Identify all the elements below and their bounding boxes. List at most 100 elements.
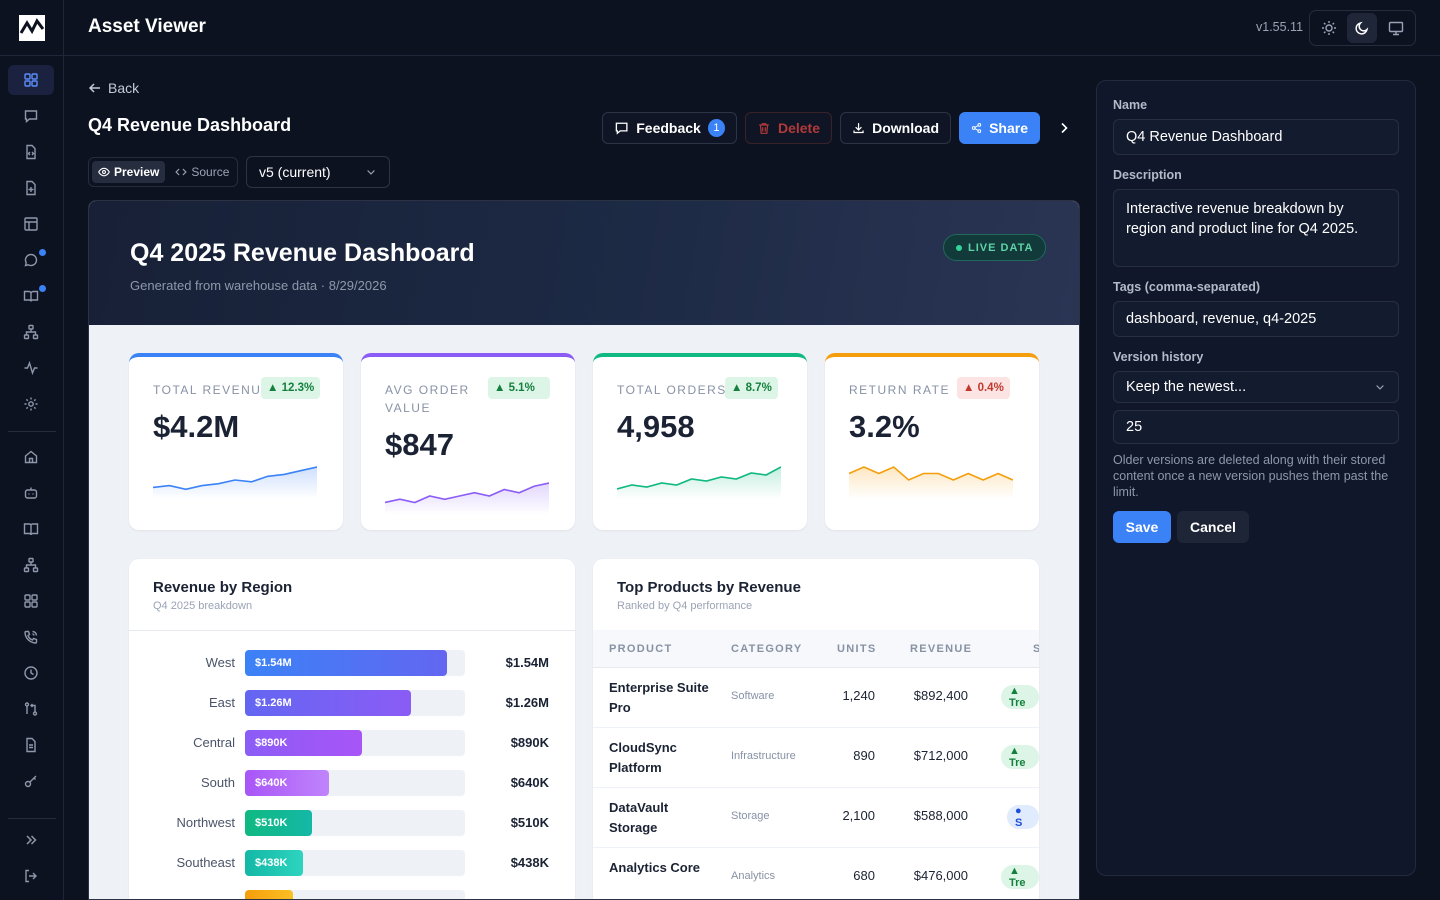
toggle-panel-button[interactable] bbox=[1056, 120, 1072, 141]
sidebar-divider bbox=[8, 431, 56, 432]
bot-icon bbox=[24, 487, 38, 499]
top-products-card: Top Products by Revenue Ranked by Q4 per… bbox=[593, 559, 1039, 899]
region-name: East bbox=[208, 695, 235, 710]
download-button[interactable]: Download bbox=[840, 112, 951, 144]
table-row[interactable]: CloudSync Platform Infrastructure 890 $712,… bbox=[593, 728, 1039, 788]
product-revenue: $712,000 bbox=[913, 748, 968, 763]
sidebar-item-calls[interactable] bbox=[8, 622, 54, 652]
sidebar-logout-button[interactable] bbox=[8, 861, 54, 891]
region-row: Central $890K $890K bbox=[129, 730, 575, 756]
file-plus-icon bbox=[26, 180, 36, 196]
product-category: Infrastructure bbox=[731, 750, 796, 762]
light-theme-button[interactable] bbox=[1314, 13, 1344, 43]
app-logo-icon[interactable] bbox=[0, 0, 64, 56]
sparkline-area bbox=[153, 467, 317, 499]
region-value: $890K bbox=[510, 735, 549, 750]
product-category: Software bbox=[731, 690, 775, 702]
chevron-down-icon bbox=[367, 170, 375, 175]
sidebar-item-messages[interactable] bbox=[8, 101, 54, 131]
sidebar-item-apps[interactable] bbox=[8, 586, 54, 616]
region-value: $640K bbox=[510, 775, 549, 790]
sidebar-item-activity[interactable] bbox=[8, 353, 54, 383]
region-bar: $640K bbox=[245, 770, 329, 796]
table-icon bbox=[24, 217, 38, 231]
table-row[interactable]: Enterprise Suite Pro Software 1,240 $892,40… bbox=[593, 668, 1039, 728]
sidebar-item-chat[interactable] bbox=[8, 245, 54, 275]
share-button[interactable]: Share bbox=[959, 112, 1040, 144]
delete-button[interactable]: Delete bbox=[745, 112, 832, 144]
table-row[interactable]: Analytics Core Analytics 680 $476,000 ▲ Tre bbox=[593, 848, 1039, 899]
table-row[interactable]: DataVault Storage Storage 2,100 $588,000 ● S bbox=[593, 788, 1039, 848]
product-status-badge: ▲ Tre bbox=[1001, 745, 1039, 769]
name-field[interactable]: Q4 Revenue Dashboard bbox=[1113, 119, 1399, 155]
product-units: 680 bbox=[853, 868, 875, 883]
region-bar: $890K bbox=[245, 730, 362, 756]
version-select-value: v5 (current) bbox=[259, 164, 331, 180]
kpi-sparkline bbox=[617, 466, 781, 499]
back-link[interactable]: Back bbox=[88, 80, 139, 96]
region-name: Southeast bbox=[176, 855, 235, 870]
source-tab[interactable]: Source bbox=[169, 161, 235, 183]
region-value: $1.54M bbox=[505, 655, 549, 670]
cancel-button[interactable]: Cancel bbox=[1177, 511, 1249, 543]
sidebar-item-history[interactable] bbox=[8, 658, 54, 688]
sidebar-item-keys[interactable] bbox=[8, 766, 54, 796]
sidebar-item-tables[interactable] bbox=[8, 209, 54, 239]
region-name: West bbox=[205, 655, 235, 670]
product-category: Analytics bbox=[731, 870, 776, 882]
column-header-units[interactable]: UNITS bbox=[837, 643, 877, 655]
sparkline-area bbox=[385, 483, 549, 515]
arrow-left-icon bbox=[88, 83, 100, 93]
region-name: Northwest bbox=[176, 815, 235, 830]
dark-theme-button[interactable] bbox=[1347, 13, 1378, 43]
column-header-status[interactable]: S bbox=[1033, 643, 1039, 655]
version-count-field[interactable]: 25 bbox=[1113, 410, 1399, 444]
name-label: Name bbox=[1113, 98, 1148, 112]
sidebar-item-library[interactable] bbox=[8, 514, 54, 544]
column-header-category[interactable]: CATEGORY bbox=[731, 643, 803, 655]
moon-icon bbox=[1355, 21, 1369, 35]
column-header-product[interactable]: PRODUCT bbox=[609, 643, 673, 655]
card-title: Revenue by Region bbox=[153, 579, 293, 596]
sitemap-icon bbox=[23, 557, 39, 573]
kpi-sparkline bbox=[849, 466, 1013, 499]
sidebar-item-documents[interactable] bbox=[8, 730, 54, 760]
key-icon bbox=[24, 775, 37, 788]
version-select[interactable]: v5 (current) bbox=[246, 156, 390, 188]
kpi-card: RETURN RATE ▲ 0.4% 3.2% bbox=[825, 353, 1039, 530]
sidebar-item-bots[interactable] bbox=[8, 478, 54, 508]
column-header-revenue[interactable]: REVENUE bbox=[910, 643, 973, 655]
sidebar-item-home[interactable] bbox=[8, 442, 54, 472]
region-bar-track: $438K bbox=[245, 850, 465, 876]
description-field[interactable]: Interactive revenue breakdown by region … bbox=[1113, 189, 1399, 267]
kpi-change-badge: ▲ 8.7% bbox=[725, 377, 778, 399]
save-button[interactable]: Save bbox=[1113, 511, 1171, 543]
message-square-icon bbox=[615, 122, 628, 135]
sidebar-item-docs[interactable] bbox=[8, 281, 54, 311]
chat-bubble-icon bbox=[24, 253, 38, 267]
sidebar-item-new-file[interactable] bbox=[8, 173, 54, 203]
sidebar-item-settings[interactable] bbox=[8, 389, 54, 419]
tags-field[interactable]: dashboard, revenue, q4-2025 bbox=[1113, 301, 1399, 337]
sidebar-item-pull-requests[interactable] bbox=[8, 694, 54, 724]
preview-tab[interactable]: Preview bbox=[92, 161, 166, 183]
gear-icon bbox=[24, 397, 38, 411]
sidebar-item-workflows[interactable] bbox=[8, 317, 54, 347]
system-theme-button[interactable] bbox=[1381, 13, 1411, 43]
version-history-help: Older versions are deleted along with th… bbox=[1113, 453, 1389, 499]
sun-icon bbox=[1321, 21, 1336, 35]
sidebar-item-code-files[interactable] bbox=[8, 137, 54, 167]
feedback-button[interactable]: Feedback 1 bbox=[602, 112, 737, 144]
apps-grid-icon bbox=[24, 594, 38, 608]
sidebar-item-hierarchy[interactable] bbox=[8, 550, 54, 580]
sidebar-item-dashboard[interactable] bbox=[8, 65, 54, 95]
card-divider bbox=[129, 630, 575, 631]
home-icon bbox=[24, 450, 38, 464]
version-history-select[interactable]: Keep the newest... bbox=[1113, 371, 1399, 403]
sidebar-expand-button[interactable] bbox=[8, 825, 54, 855]
product-revenue: $892,400 bbox=[913, 688, 968, 703]
product-name: CloudSync Platform bbox=[609, 740, 677, 775]
region-row-partial bbox=[129, 890, 575, 899]
product-name: Analytics Core bbox=[609, 860, 701, 875]
kpi-label: AVG ORDER VALUE bbox=[385, 383, 470, 415]
